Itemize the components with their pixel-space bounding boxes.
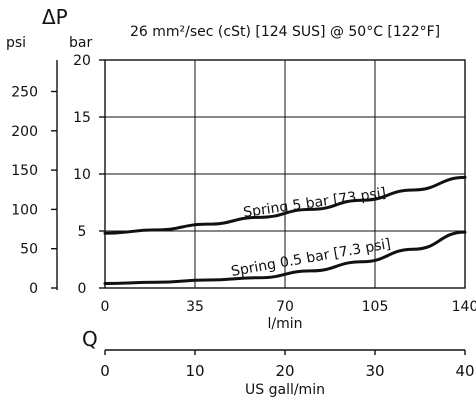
x-tick-label: 0 — [101, 299, 110, 315]
gpm-tick-label: 30 — [365, 362, 384, 380]
gpm-tick-label: 10 — [185, 362, 204, 380]
series-line-0 — [103, 175, 467, 235]
psi-tick-label: 100 — [11, 202, 38, 218]
x-tick-label: 35 — [186, 299, 204, 315]
psi-tick-label: 150 — [11, 163, 38, 179]
gpm-tick-label: 0 — [100, 362, 110, 380]
q-symbol: Q — [82, 327, 98, 351]
bar-axis-label: bar — [69, 35, 92, 51]
psi-axis-label: psi — [6, 35, 26, 51]
x-tick-label: 70 — [276, 299, 294, 315]
x-tick-label: 105 — [362, 299, 389, 315]
delta-p-symbol: ΔP — [42, 5, 68, 29]
psi-tick-labels: 0 50 100 150 200 250 — [11, 84, 57, 297]
bar-tick-label: 15 — [73, 110, 91, 126]
bar-tick-label: 5 — [78, 224, 87, 240]
bar-tick-labels: 0 5 10 15 20 — [73, 53, 105, 297]
psi-tick-label: 50 — [20, 242, 38, 258]
gpm-tick-labels: 0 10 20 30 40 — [100, 350, 475, 380]
series-label-spring-5bar: Spring 5 bar [73 psi] — [242, 185, 387, 221]
series-line-1 — [103, 230, 467, 285]
x-axis-label-gpm: US gall/min — [245, 382, 325, 398]
chart-title: 26 mm²/sec (cSt) [124 SUS] @ 50°C [122°F… — [130, 24, 440, 40]
x-tick-labels: 0 35 70 105 140 — [101, 299, 476, 315]
x-tick-label: 140 — [452, 299, 476, 315]
bar-tick-label: 0 — [78, 281, 87, 297]
psi-tick-label: 200 — [11, 124, 38, 140]
gpm-tick-label: 20 — [275, 362, 294, 380]
bar-tick-label: 20 — [73, 53, 91, 69]
bar-tick-label: 10 — [73, 167, 91, 183]
gpm-tick-label: 40 — [455, 362, 474, 380]
series-label-spring-0-5bar: Spring 0.5 bar [7.3 psi] — [230, 236, 392, 280]
series-lines — [103, 175, 467, 285]
psi-tick-label: 0 — [29, 281, 38, 297]
psi-tick-label: 250 — [11, 84, 38, 100]
x-axis-label-lmin: l/min — [267, 316, 302, 332]
